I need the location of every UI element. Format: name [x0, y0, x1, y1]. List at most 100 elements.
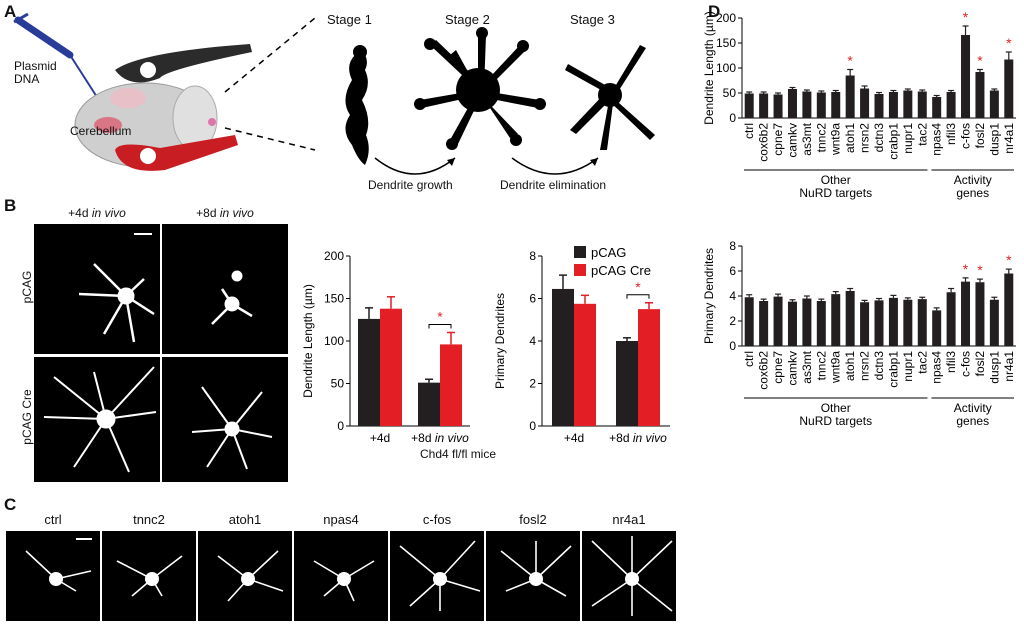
y-tick-label: 6 — [529, 292, 536, 306]
y-tick-label: 4 — [729, 289, 736, 303]
dendrite — [500, 550, 537, 580]
significance-star: * — [963, 261, 969, 277]
bar — [440, 344, 462, 426]
chart-dendrite-length-d: Dendrite Length (µm) 0 50 100 150 200 ctrl cox6… — [702, 9, 1016, 200]
significance-star: * — [437, 309, 443, 325]
thumbnail-label-nr4a1: nr4a1 — [612, 512, 646, 527]
bar — [574, 303, 596, 426]
y-tick-label: 50 — [331, 377, 345, 391]
bar — [773, 94, 783, 118]
bar — [744, 297, 754, 346]
dendrite — [131, 578, 153, 597]
bar — [802, 298, 812, 346]
y-tick-label: 200 — [324, 249, 344, 263]
bar — [759, 301, 769, 346]
dendrite-growth-label: Dendrite growth — [368, 178, 453, 192]
bar — [989, 299, 999, 346]
y-tick-label: 8 — [729, 239, 736, 253]
bar — [831, 294, 841, 346]
thumbnail-nr4a1 — [582, 531, 676, 621]
neuron-icon — [313, 560, 375, 602]
significance-star: * — [847, 53, 853, 69]
legend-swatch — [574, 264, 586, 276]
x-tick-label: atoh1 — [843, 123, 857, 153]
bar — [860, 88, 870, 118]
col-label-4d: +4d in vivo — [68, 206, 126, 220]
y-axis-label: Dendrite Length (µm) — [301, 284, 315, 398]
dendrite — [151, 555, 183, 580]
x-tick-label: +8d in vivo — [609, 431, 667, 445]
y-tick-label: 2 — [529, 377, 536, 391]
group-label: genes — [956, 414, 989, 428]
significance-star: * — [1006, 252, 1012, 268]
significance-star: * — [977, 53, 983, 69]
significance-star: * — [635, 279, 641, 295]
x-tick-label: dctn3 — [872, 351, 886, 381]
bar — [888, 92, 898, 118]
x-tick-label: camkv — [785, 351, 799, 386]
dendrite — [217, 555, 249, 580]
x-tick-suffix: in vivo — [432, 431, 470, 445]
dendrite — [399, 545, 441, 580]
x-tick-label: atoh1 — [843, 351, 857, 381]
thumbnail-label-tnnc2: tnnc2 — [133, 512, 165, 527]
y-tick-label: 8 — [529, 249, 536, 263]
bar — [787, 301, 797, 346]
x-tick-label: as3mt — [800, 122, 814, 155]
thumbnail-c-fos — [390, 531, 484, 621]
x-tick-label: nupr1 — [901, 123, 915, 154]
y-tick-label: 100 — [324, 334, 344, 348]
dendrite-elimination-label: Dendrite elimination — [500, 178, 607, 192]
y-tick-label: 150 — [324, 292, 344, 306]
bar — [932, 310, 942, 346]
dendrite — [55, 578, 77, 592]
shared-xlabel: Chd4 fl/fl mice — [420, 447, 497, 461]
x-tick-label: tac2 — [915, 351, 929, 374]
x-tick-label: nfil3 — [944, 351, 958, 373]
stage2-label: Stage 2 — [445, 12, 490, 27]
x-tick-label: tac2 — [915, 123, 929, 146]
dendrite — [343, 560, 375, 580]
dendrite — [116, 560, 153, 580]
bar — [946, 292, 956, 346]
thumbnail-npas4 — [294, 531, 388, 621]
bar — [845, 291, 855, 346]
stage3-label: Stage 3 — [570, 12, 615, 27]
row-label-pcag: pCAG — [20, 270, 34, 304]
dendrite — [313, 560, 345, 580]
x-tick-label: wnt9a — [829, 123, 843, 156]
bar — [989, 90, 999, 118]
bar — [874, 300, 884, 346]
dendrite — [323, 578, 345, 597]
neuron-icon — [116, 555, 183, 597]
bar — [961, 281, 971, 346]
x-tick-label: npas4 — [930, 351, 944, 384]
x-tick-label: cpne7 — [771, 351, 785, 384]
bar — [917, 91, 927, 118]
bar — [380, 308, 402, 426]
x-tick-label: ctrl — [742, 351, 756, 367]
x-tick-label: nupr1 — [901, 351, 915, 382]
y-axis-label: Primary Dendrites — [702, 248, 716, 344]
bar — [975, 282, 985, 346]
dendrite — [227, 578, 249, 602]
dendrite — [631, 540, 673, 580]
y-tick-label: 150 — [716, 36, 736, 50]
x-tick-label: tnnc2 — [814, 351, 828, 381]
dendrite — [409, 578, 441, 607]
x-tick-label: c-fos — [959, 123, 973, 149]
x-tick-label: ctrl — [742, 123, 756, 139]
x-tick-label: fosl2 — [973, 351, 987, 377]
bar — [816, 92, 826, 118]
micrograph-pcag-4d — [34, 224, 160, 354]
bar — [787, 89, 797, 118]
group-label: genes — [956, 186, 989, 200]
thumbnail-label-ctrl: ctrl — [44, 512, 62, 527]
y-tick-label: 50 — [723, 86, 737, 100]
bar — [759, 93, 769, 118]
significance-star: * — [1006, 35, 1012, 51]
legend-label: pCAG Cre — [591, 263, 651, 278]
thumbnail-fosl2 — [486, 531, 580, 621]
x-tick-label: crabp1 — [886, 123, 900, 160]
bar — [418, 382, 440, 426]
